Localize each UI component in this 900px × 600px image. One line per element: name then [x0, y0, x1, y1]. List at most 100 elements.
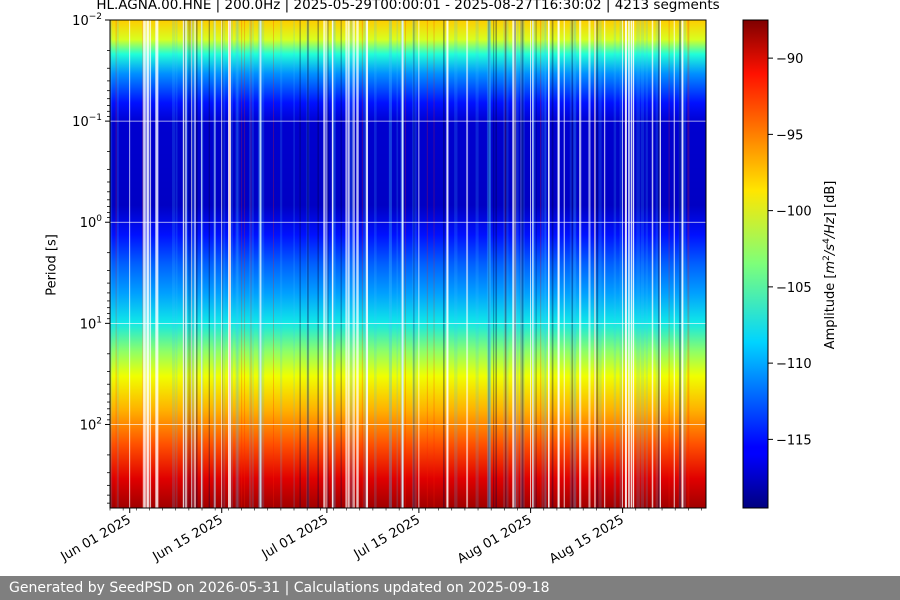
spectrogram-column: [208, 20, 210, 508]
spectrogram-column: [594, 20, 596, 508]
spectrogram-column: [446, 20, 449, 508]
spectrogram-column: [356, 20, 359, 508]
colorbar-label: Amplitude [m2/s4/Hz] [dB]: [822, 181, 838, 350]
spectrogram-column: [579, 20, 582, 508]
x-tick-label: Jun 01 2025: [58, 512, 134, 565]
colorbar: −90 −95 −100 −105 −110 −115: [742, 19, 812, 509]
spectrogram-column: [195, 20, 198, 508]
colorbar-frame: [742, 19, 769, 509]
spectrogram-column: [522, 20, 525, 508]
colorbar-label-hz: /Hz: [823, 217, 839, 239]
spectrogram-column: [221, 20, 223, 508]
spectrogram-column: [630, 20, 633, 508]
colorbar-label-s: /s: [823, 243, 839, 256]
spectrogram-column: [306, 20, 310, 508]
spectrogram-column: [645, 20, 648, 508]
x-tick-label: Aug 01 2025: [455, 512, 535, 567]
colorbar-ticks: −90 −95 −100 −105 −110 −115: [768, 52, 812, 448]
y-tick-base: 10: [72, 115, 89, 130]
spectrogram-column: [352, 20, 355, 508]
spectrogram-column: [194, 20, 196, 508]
footer-bar: Generated by SeedPSD on 2026-05-31 | Cal…: [0, 576, 900, 600]
spectrogram-column: [683, 20, 687, 508]
y-tick-base: 10: [80, 317, 97, 332]
spectrogram-column: [331, 20, 334, 508]
spectrogram-column: [519, 20, 522, 508]
spectrogram-column: [250, 20, 252, 508]
spectrogram-column: [258, 20, 262, 508]
x-tick-label: Jul 01 2025: [259, 512, 331, 562]
spectrogram-column: [260, 20, 265, 508]
spectrogram-column: [404, 20, 406, 508]
spectrogram-column: [200, 20, 203, 508]
spectrogram-column: [540, 20, 542, 508]
spectrogram-column: [143, 20, 147, 508]
y-tick-label: 10−1: [72, 113, 102, 130]
y-tick-label: 101: [80, 315, 102, 332]
spectrogram-column: [488, 20, 492, 508]
spectrogram-column: [495, 20, 497, 508]
spectrogram-column: [688, 20, 690, 508]
spectrogram-column: [317, 20, 319, 508]
spectrogram-column: [414, 20, 417, 508]
spectrogram-column: [503, 20, 505, 508]
spectrogram-column: [624, 20, 626, 508]
y-tick-exponent: −2: [89, 12, 102, 22]
spectrogram-column: [573, 20, 576, 508]
spectrogram-column: [636, 20, 640, 508]
x-tick-label: Jul 15 2025: [351, 512, 423, 562]
colorbar-tick-label: −110: [776, 357, 812, 372]
spectrogram-column: [182, 20, 185, 508]
spectrogram-background: [110, 20, 706, 508]
spectrogram-column: [678, 20, 682, 508]
spectrogram-column: [504, 20, 506, 508]
spectrogram-column: [413, 20, 415, 508]
spectrogram-column: [142, 20, 144, 508]
spectrogram-column: [681, 20, 684, 508]
spectrogram-column: [486, 20, 491, 508]
colorbar-tick-label: −115: [776, 433, 812, 448]
spectrogram-column: [349, 20, 353, 508]
spectrogram-column: [293, 20, 295, 508]
spectrogram-column: [188, 20, 190, 508]
spectrogram-column: [596, 20, 599, 508]
spectrogram-column: [323, 20, 326, 508]
spectrogram-column: [228, 20, 230, 508]
colorbar-tick-label: −90: [776, 52, 803, 67]
spectrogram-column: [251, 20, 254, 508]
y-tick-base: 10: [72, 14, 89, 29]
spectrogram-column: [571, 20, 573, 508]
y-tick-label: 100: [80, 214, 103, 231]
spectrogram-column: [493, 20, 495, 508]
spectrogram-column: [563, 20, 566, 508]
colorbar-tick-label: −105: [776, 281, 812, 296]
spectrogram-column: [547, 20, 550, 508]
spectrogram-column: [520, 20, 522, 508]
spectrogram-column: [327, 20, 329, 508]
colorbar-label-exp2: 2: [821, 255, 832, 261]
x-axis: Jun 01 2025 Jun 15 2025 Jul 01 2025 Jul 15 …: [58, 508, 702, 567]
y-tick-base: 10: [80, 418, 97, 433]
spectrogram-column: [673, 20, 675, 508]
spectrogram-column: [110, 20, 113, 508]
spectrogram-column: [332, 20, 335, 508]
spectrogram-column: [192, 20, 196, 508]
colorbar-label-prefix: Amplitude [: [823, 273, 839, 350]
spectrogram-column: [505, 20, 509, 508]
spectrogram-column: [658, 20, 660, 508]
spectrogram-column: [333, 20, 336, 508]
spectrogram-column: [619, 20, 623, 508]
spectrogram-column: [655, 20, 659, 508]
spectrogram-column: [514, 20, 517, 508]
spectrogram-column: [280, 20, 283, 508]
spectrogram-column: [340, 20, 342, 508]
spectrogram-column: [466, 20, 469, 508]
spectrogram-column: [628, 20, 630, 508]
spectrogram-column: [365, 20, 369, 508]
spectrogram-column: [249, 20, 252, 508]
spectrogram-column: [229, 20, 231, 508]
spectrogram-column: [598, 20, 602, 508]
colorbar-gradient: [743, 20, 768, 508]
spectrogram-column: [613, 20, 617, 508]
